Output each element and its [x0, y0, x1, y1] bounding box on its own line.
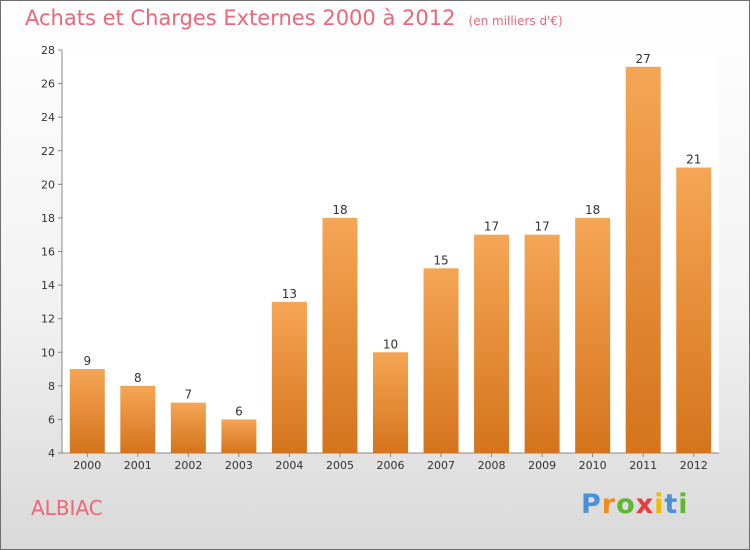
- x-tick-label: 2001: [124, 459, 152, 472]
- bar: [676, 167, 712, 453]
- chart-subtitle: (en milliers d'€): [468, 14, 563, 28]
- x-tick-label: 2000: [73, 459, 101, 472]
- bar-value-label: 6: [235, 404, 243, 418]
- bar: [322, 217, 358, 453]
- bar: [575, 217, 611, 453]
- x-tick-label: 2011: [629, 459, 657, 472]
- bar-value-label: 13: [282, 287, 297, 301]
- y-tick-label: 22: [41, 145, 55, 158]
- bar-value-label: 18: [585, 203, 600, 217]
- y-tick-label: 28: [41, 44, 55, 57]
- y-tick-label: 10: [41, 346, 55, 359]
- y-tick-label: 18: [41, 212, 55, 225]
- y-tick-label: 14: [41, 279, 55, 292]
- logo-letter: x: [635, 489, 655, 520]
- bar: [423, 268, 459, 453]
- bar-value-label: 17: [484, 220, 499, 234]
- bar-value-label: 17: [534, 220, 549, 234]
- y-tick-label: 8: [48, 380, 55, 393]
- place-name: ALBIAC: [31, 496, 103, 520]
- logo-letter: t: [664, 489, 679, 520]
- proxiti-logo: Proxiti: [581, 489, 689, 520]
- chart-title-block: Achats et Charges Externes 2000 à 2012 (…: [25, 6, 563, 30]
- bar: [120, 385, 156, 453]
- y-tick-label: 26: [41, 78, 55, 91]
- bar: [271, 301, 307, 453]
- bar-value-label: 27: [636, 52, 651, 66]
- bar: [373, 352, 408, 453]
- bar-value-label: 21: [686, 153, 701, 167]
- x-tick-label: 2003: [225, 459, 253, 472]
- y-tick-label: 24: [41, 111, 55, 124]
- x-tick-label: 2004: [275, 459, 303, 472]
- bar-value-label: 18: [332, 203, 347, 217]
- x-tick-label: 2006: [377, 459, 405, 472]
- x-tick-label: 2002: [174, 459, 202, 472]
- logo-letter: o: [616, 489, 636, 520]
- x-tick-label: 2010: [579, 459, 607, 472]
- x-tick-label: 2005: [326, 459, 354, 472]
- bar: [170, 402, 206, 453]
- bar: [69, 369, 105, 453]
- logo-letter: i: [678, 489, 689, 520]
- bar: [221, 419, 257, 453]
- x-tick-label: 2012: [680, 459, 708, 472]
- bar: [625, 66, 661, 454]
- bar-value-label: 8: [134, 371, 142, 385]
- bar-value-label: 15: [433, 253, 448, 267]
- bar: [474, 234, 510, 453]
- bar-value-label: 7: [185, 388, 193, 402]
- x-tick-label: 2008: [478, 459, 506, 472]
- bar-value-label: 9: [83, 354, 91, 368]
- logo-letter: r: [601, 489, 617, 520]
- y-tick-label: 20: [41, 178, 55, 191]
- chart-title: Achats et Charges Externes 2000 à 2012: [25, 6, 456, 30]
- bar: [524, 234, 560, 453]
- y-tick-label: 16: [41, 246, 55, 259]
- bar-value-label: 10: [383, 337, 398, 351]
- x-tick-label: 2007: [427, 459, 455, 472]
- logo-letter: P: [581, 489, 602, 520]
- y-tick-label: 12: [41, 313, 55, 326]
- y-tick-label: 4: [48, 447, 55, 460]
- x-tick-label: 2009: [528, 459, 556, 472]
- y-tick-label: 6: [48, 413, 55, 426]
- logo-letter: i: [654, 489, 665, 520]
